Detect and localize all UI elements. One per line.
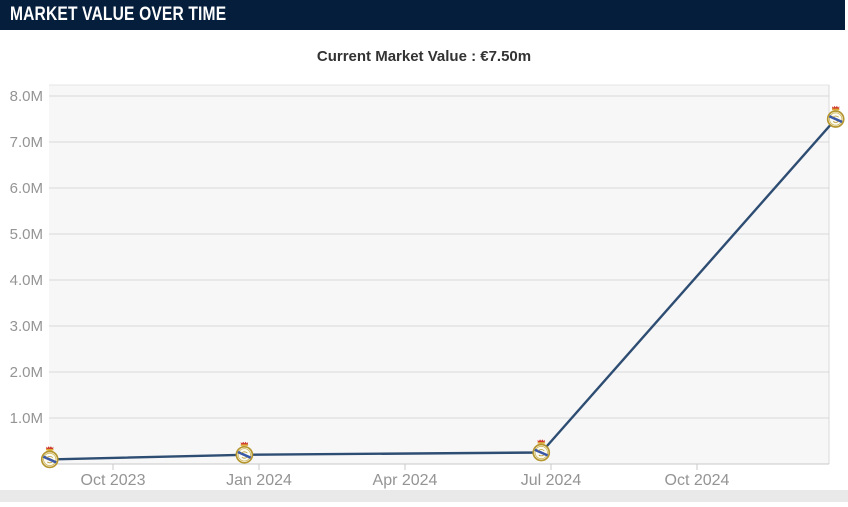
y-axis-label: 8.0M: [10, 88, 43, 105]
market-value-line: [49, 118, 837, 461]
section-header: MARKET VALUE OVER TIME: [0, 0, 845, 30]
bottom-strip: [0, 490, 848, 502]
x-axis-label: Jul 2024: [521, 472, 582, 489]
y-axis-label: 2.0M: [10, 364, 43, 381]
x-axis-label: Oct 2023: [81, 472, 146, 489]
current-market-value-subtitle: Current Market Value : €7.50m: [316, 48, 532, 65]
x-axis-label: Apr 2024: [373, 472, 438, 489]
y-axis-label: 7.0M: [10, 134, 43, 151]
x-axis-label: Jan 2024: [226, 472, 292, 489]
y-axis-label: 4.0M: [10, 272, 43, 289]
x-axis-label: Oct 2024: [665, 472, 730, 489]
data-point-club-crest-icon[interactable]: [828, 106, 844, 127]
y-axis-label: 1.0M: [10, 410, 43, 427]
section-title: MARKET VALUE OVER TIME: [10, 4, 227, 25]
y-axis-label: 5.0M: [10, 226, 43, 243]
y-axis-label: 3.0M: [10, 318, 43, 335]
y-axis-label: 6.0M: [10, 180, 43, 197]
